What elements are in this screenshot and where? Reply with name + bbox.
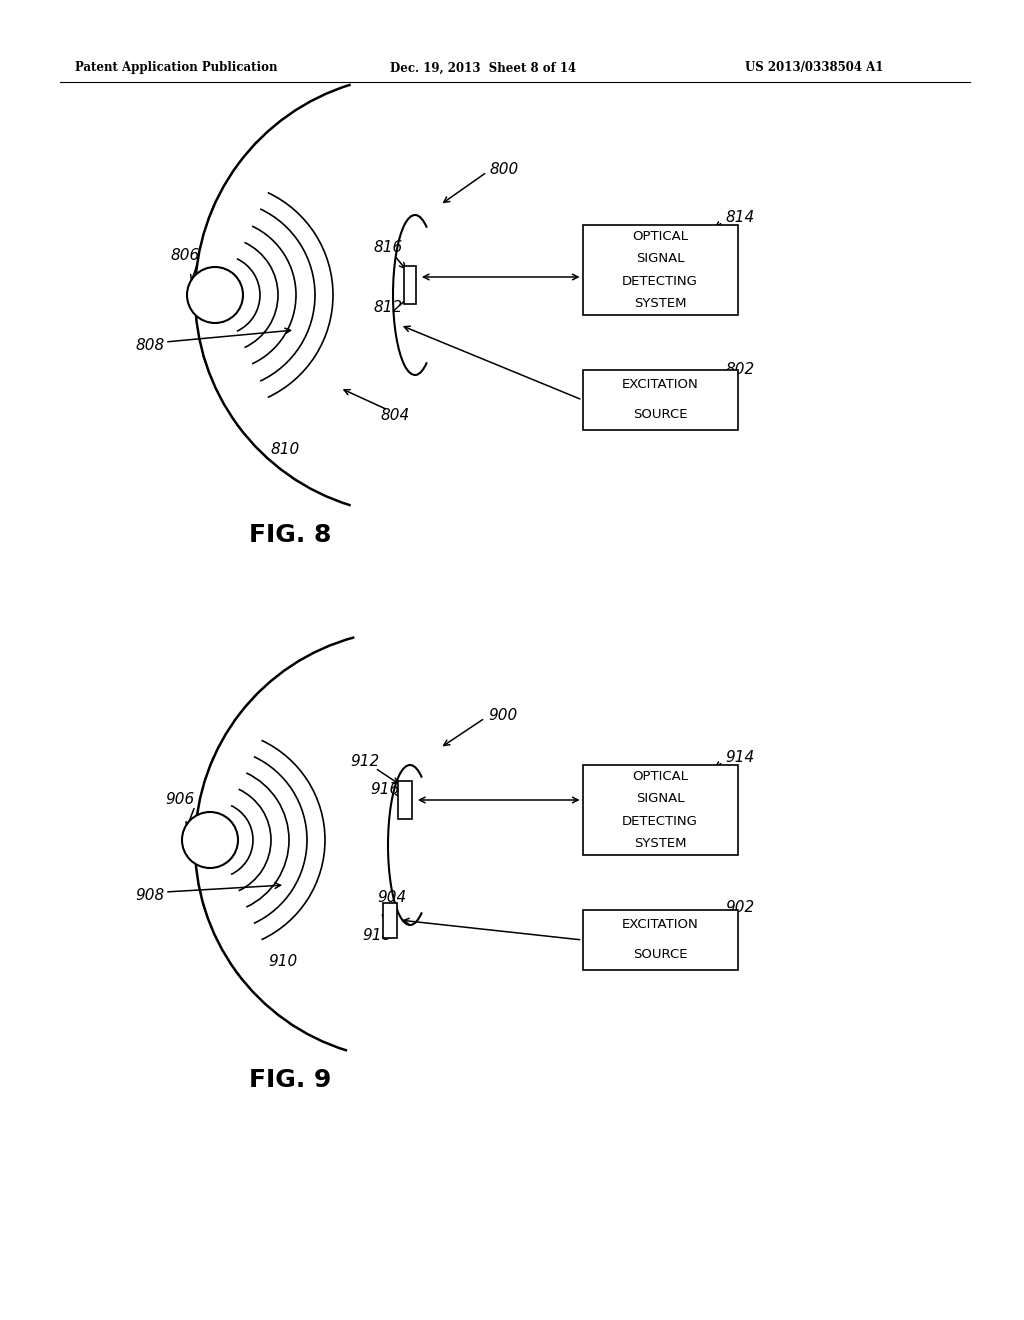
Circle shape — [182, 812, 238, 869]
Text: 904: 904 — [378, 891, 407, 906]
Text: 912: 912 — [350, 755, 380, 770]
Text: 810: 810 — [270, 442, 300, 458]
Text: 806: 806 — [170, 248, 200, 263]
Text: EXCITATION: EXCITATION — [622, 919, 698, 932]
Text: DETECTING: DETECTING — [622, 275, 698, 288]
Text: FIG. 8: FIG. 8 — [249, 523, 331, 546]
Text: 906: 906 — [165, 792, 195, 808]
Text: DETECTING: DETECTING — [622, 814, 698, 828]
Text: 812: 812 — [374, 301, 402, 315]
Text: SOURCE: SOURCE — [633, 408, 687, 421]
Text: 802: 802 — [725, 363, 755, 378]
Text: 804: 804 — [380, 408, 410, 422]
Text: SYSTEM: SYSTEM — [634, 297, 686, 310]
Text: FIG. 9: FIG. 9 — [249, 1068, 331, 1092]
Text: 910: 910 — [268, 954, 298, 969]
Text: 900: 900 — [488, 708, 517, 722]
Text: Patent Application Publication: Patent Application Publication — [75, 62, 278, 74]
Text: 918: 918 — [362, 928, 391, 942]
Text: Dec. 19, 2013  Sheet 8 of 14: Dec. 19, 2013 Sheet 8 of 14 — [390, 62, 577, 74]
Text: 908: 908 — [135, 887, 165, 903]
Bar — [398, 781, 412, 818]
Text: US 2013/0338504 A1: US 2013/0338504 A1 — [745, 62, 884, 74]
Text: 814: 814 — [725, 210, 755, 226]
Text: EXCITATION: EXCITATION — [622, 379, 698, 392]
Bar — [583, 370, 737, 430]
Text: SIGNAL: SIGNAL — [636, 792, 684, 805]
Text: SIGNAL: SIGNAL — [636, 252, 684, 265]
Bar — [404, 267, 416, 304]
Bar — [583, 224, 737, 315]
Text: SOURCE: SOURCE — [633, 949, 687, 961]
Text: OPTICAL: OPTICAL — [632, 770, 688, 783]
Text: OPTICAL: OPTICAL — [632, 230, 688, 243]
Text: 816: 816 — [374, 240, 402, 256]
Bar — [583, 766, 737, 855]
Text: 800: 800 — [490, 162, 519, 177]
Text: 902: 902 — [725, 900, 755, 916]
Bar — [583, 909, 737, 970]
Text: SYSTEM: SYSTEM — [634, 837, 686, 850]
Text: 914: 914 — [725, 751, 755, 766]
Text: 916: 916 — [371, 783, 399, 797]
Circle shape — [187, 267, 243, 323]
Bar — [383, 903, 397, 937]
Text: 808: 808 — [135, 338, 165, 352]
